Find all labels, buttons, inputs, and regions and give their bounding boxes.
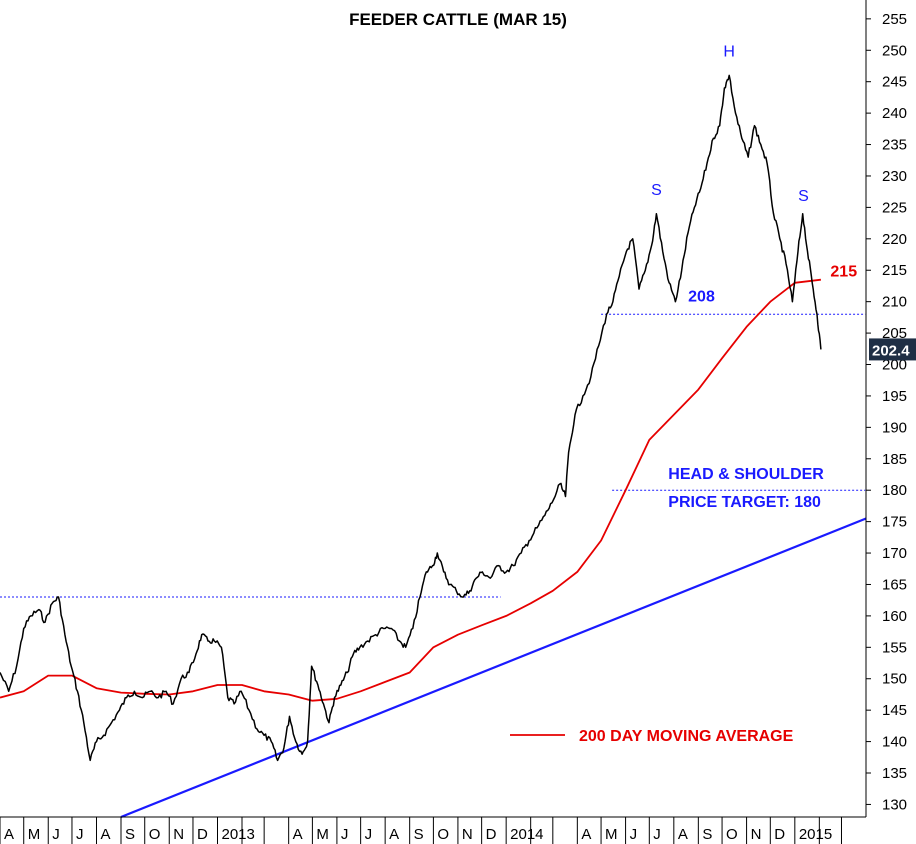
y-tick-label: 140: [882, 734, 907, 751]
y-tick-label: 200: [882, 357, 907, 374]
x-tick-label: 2013: [221, 826, 254, 843]
x-tick-label: M: [605, 826, 618, 843]
y-tick-label: 130: [882, 796, 907, 813]
x-tick-label: M: [28, 826, 41, 843]
x-tick-label: D: [774, 826, 785, 843]
x-tick-label: J: [630, 826, 638, 843]
y-tick-label: 185: [882, 451, 907, 468]
x-tick-label: S: [702, 826, 712, 843]
x-tick-label: A: [4, 826, 14, 843]
y-tick-label: 240: [882, 105, 907, 122]
annotation-label: 208: [688, 289, 715, 306]
support-trendline: [120, 517, 867, 819]
price-line: [0, 74, 822, 762]
legend-label: 200 DAY MOVING AVERAGE: [579, 728, 794, 745]
x-tick-label: N: [173, 826, 184, 843]
x-tick-label: 2015: [799, 826, 832, 843]
y-tick-label: 245: [882, 74, 907, 91]
x-tick-label: J: [52, 826, 60, 843]
y-tick-label: 225: [882, 199, 907, 216]
y-tick-label: 145: [882, 702, 907, 719]
y-tick-label: 215: [882, 262, 907, 279]
y-tick-label: 190: [882, 419, 907, 436]
annotation-pattern-label: H: [723, 44, 735, 61]
x-tick-label: S: [125, 826, 135, 843]
x-tick-label: J: [653, 826, 661, 843]
x-tick-label: A: [389, 826, 399, 843]
annotation-label: 215: [830, 264, 857, 281]
y-tick-label: 155: [882, 639, 907, 656]
x-tick-label: S: [414, 826, 424, 843]
y-tick-label: 205: [882, 325, 907, 342]
x-tick-label: O: [149, 826, 161, 843]
annotation-label: HEAD & SHOULDER: [668, 466, 824, 483]
chart-title: FEEDER CATTLE (MAR 15): [349, 10, 567, 29]
x-tick-label: A: [293, 826, 303, 843]
y-tick-label: 220: [882, 231, 907, 248]
y-tick-label: 170: [882, 545, 907, 562]
x-tick-label: 2014: [510, 826, 543, 843]
annotation-label: PRICE TARGET: 180: [668, 494, 821, 511]
annotation-pattern-label: S: [651, 182, 662, 199]
last-price-value: 202.4: [872, 342, 910, 359]
y-tick-label: 250: [882, 42, 907, 59]
y-tick-label: 195: [882, 388, 907, 405]
x-tick-label: O: [726, 826, 738, 843]
y-tick-label: 160: [882, 608, 907, 625]
y-tick-label: 230: [882, 168, 907, 185]
x-tick-label: J: [76, 826, 84, 843]
y-tick-label: 255: [882, 11, 907, 28]
x-tick-label: A: [581, 826, 591, 843]
y-tick-label: 235: [882, 137, 907, 154]
y-tick-label: 175: [882, 514, 907, 531]
y-tick-label: 180: [882, 482, 907, 499]
x-tick-label: N: [751, 826, 762, 843]
y-tick-label: 165: [882, 576, 907, 593]
y-tick-label: 210: [882, 294, 907, 311]
y-tick-label: 150: [882, 671, 907, 688]
annotation-pattern-label: S: [798, 188, 809, 205]
x-tick-label: A: [678, 826, 688, 843]
last-price-tag: [869, 338, 916, 361]
x-tick-label: A: [100, 826, 110, 843]
x-tick-label: D: [197, 826, 208, 843]
x-tick-label: J: [365, 826, 373, 843]
x-tick-label: O: [437, 826, 449, 843]
x-tick-label: M: [316, 826, 329, 843]
x-tick-label: J: [341, 826, 349, 843]
moving-average-line: [0, 278, 822, 702]
x-tick-label: N: [462, 826, 473, 843]
x-tick-label: D: [486, 826, 497, 843]
y-tick-label: 135: [882, 765, 907, 782]
